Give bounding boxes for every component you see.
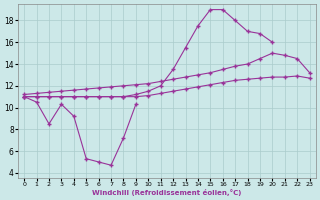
X-axis label: Windchill (Refroidissement éolien,°C): Windchill (Refroidissement éolien,°C) <box>92 189 242 196</box>
